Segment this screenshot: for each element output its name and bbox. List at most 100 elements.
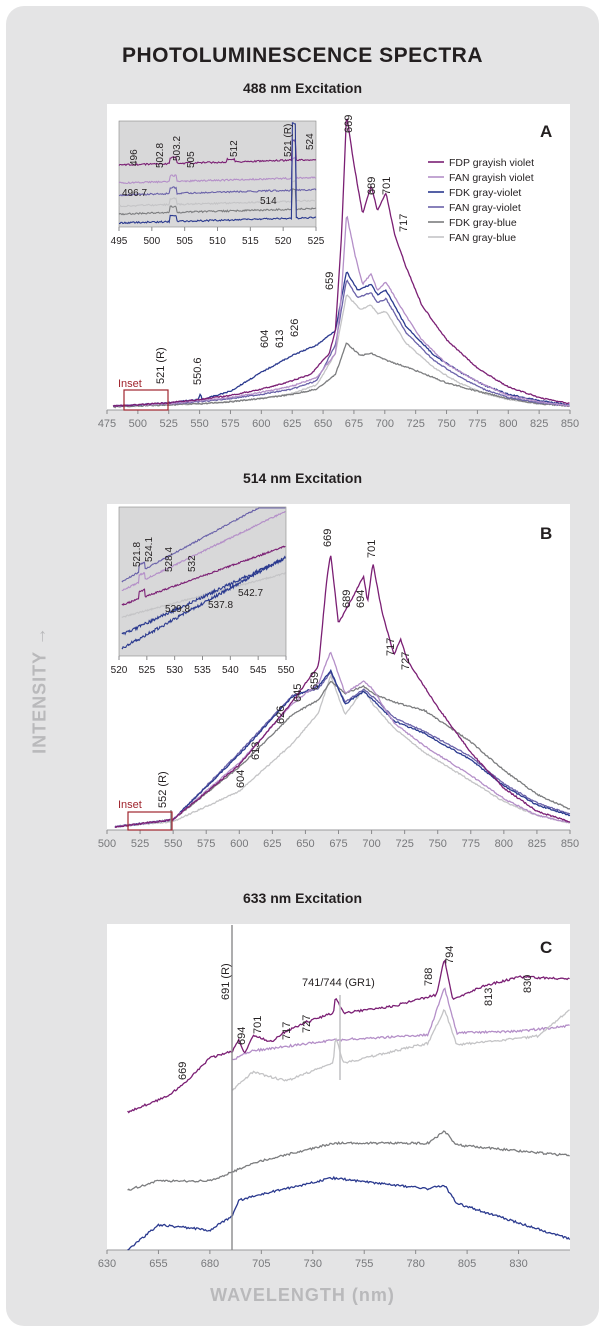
peak-label: 689 — [341, 590, 353, 608]
x-tick-label: 575 — [221, 418, 239, 430]
peak-label: 694 — [355, 590, 367, 608]
x-tick-label: 575 — [197, 838, 215, 850]
panel-a-inset-label: Inset — [118, 378, 142, 390]
x-tick-label: 775 — [462, 838, 480, 850]
peak-label: 717 — [385, 638, 397, 656]
panel-b-inset-label: Inset — [118, 799, 142, 811]
x-tick-label: 650 — [296, 838, 314, 850]
peak-label: 645 — [292, 684, 304, 702]
x-tick-label: 705 — [252, 1258, 270, 1270]
inset-peak-label: 503.2 — [172, 136, 183, 161]
x-tick-label: 525 — [160, 418, 178, 430]
panel-a-series — [112, 118, 570, 409]
x-tick-label: 800 — [495, 838, 513, 850]
x-tick-label: 525 — [131, 838, 149, 850]
peak-label: 788 — [423, 968, 435, 986]
peak-label: 659 — [309, 672, 321, 690]
peak-label: 626 — [275, 706, 287, 724]
inset-peak-label: 542.7 — [238, 588, 263, 599]
inset-peak-label: 496 — [129, 149, 140, 166]
x-tick-label: 600 — [252, 418, 270, 430]
x-tick-label: 700 — [362, 838, 380, 850]
peak-label: 669 — [322, 529, 334, 547]
panel-a-inset-marker — [123, 389, 169, 411]
peak-label: 727 — [400, 652, 412, 670]
x-tick-label: 500 — [98, 838, 116, 850]
peak-label: 701 — [381, 177, 393, 195]
x-tick-label: 550 — [190, 418, 208, 430]
panel-c-ticks: 630 655 680 705 730 755 780 805 830 — [98, 1250, 528, 1270]
peak-label: 626 — [289, 319, 301, 337]
panel-c-plot: 630 655 680 705 730 755 780 805 830 C 669 691 (R… — [98, 924, 571, 1270]
x-tick-label: 775 — [468, 418, 486, 430]
x-tick-label: 530 — [166, 665, 183, 676]
x-tick-label: 520 — [275, 236, 292, 247]
x-tick-label: 600 — [230, 838, 248, 850]
x-tick-label: 550 — [164, 838, 182, 850]
x-tick-label: 675 — [345, 418, 363, 430]
x-tick-label: 675 — [329, 838, 347, 850]
series-line — [231, 1008, 570, 1091]
peak-label: 727 — [301, 1015, 313, 1033]
x-tick-label: 500 — [129, 418, 147, 430]
peak-label: 694 — [236, 1027, 248, 1045]
inset-peak-label: 537.8 — [208, 600, 233, 611]
x-tick-label: 625 — [263, 838, 281, 850]
x-tick-label: 850 — [561, 418, 579, 430]
panel-a-title: 488 nm Excitation — [242, 80, 363, 96]
inset-peak-label: 528.4 — [164, 547, 175, 572]
x-tick-label: 730 — [304, 1258, 322, 1270]
panel-b-series — [114, 555, 571, 829]
inset-peak-label: 502.8 — [155, 143, 166, 168]
x-tick-label: 505 — [176, 236, 193, 247]
panel-c-title: 633 nm Excitation — [242, 890, 363, 906]
inset-peak-label: 524 — [305, 133, 316, 150]
inset-series-line — [118, 188, 317, 216]
x-tick-label: 520 — [111, 665, 128, 676]
peak-label: 794 — [444, 946, 456, 964]
panel-c-letter: C — [540, 938, 552, 957]
x-tick-label: 540 — [222, 665, 239, 676]
peak-label: 701 — [252, 1016, 264, 1034]
inset-peak-label: 524.1 — [144, 537, 155, 562]
x-tick-label: 825 — [528, 838, 546, 850]
series-line — [114, 680, 570, 828]
peak-label: 830 — [522, 975, 534, 993]
inset-peak-label: 521.8 — [132, 542, 143, 567]
x-tick-label: 515 — [242, 236, 259, 247]
legend-item: FAN gray-blue — [449, 232, 516, 244]
legend-item: FAN grayish violet — [449, 172, 534, 184]
panel-b-inset: 520 525 530 535 540 545 550 521.8 524.1 528.4 … — [111, 506, 295, 676]
legend-item: FDK gray-blue — [449, 217, 517, 229]
inset-peak-label: 505 — [186, 151, 197, 168]
x-tick-label: 550 — [278, 665, 295, 676]
series-line — [114, 674, 571, 829]
legend-item: FDP grayish violet — [449, 157, 534, 169]
peak-label: 604 — [259, 330, 271, 348]
x-tick-label: 800 — [499, 418, 517, 430]
x-tick-label: 850 — [561, 838, 579, 850]
peak-label: 550.6 — [192, 357, 204, 385]
peak-label: 691 (R) — [220, 963, 232, 1000]
x-tick-label: 755 — [355, 1258, 373, 1270]
x-tick-label: 510 — [209, 236, 226, 247]
peak-label: 613 — [250, 742, 262, 760]
x-tick-label: 830 — [509, 1258, 527, 1270]
peak-label: 813 — [483, 988, 495, 1006]
series-line — [127, 959, 570, 1114]
x-tick-label: 650 — [314, 418, 332, 430]
peak-label: 689 — [366, 177, 378, 195]
legend-item: FDK gray-violet — [449, 187, 521, 199]
panel-a-inset-ticks: 495 500 505 510 515 520 525 — [111, 227, 325, 247]
panel-b-inset-marker — [127, 811, 173, 831]
series-line — [114, 555, 571, 829]
series-line — [113, 215, 570, 408]
panel-b-ticks: 500 525 550 575 600 625 650 675 700 725 750 775 800 8… — [98, 830, 579, 850]
x-tick-label: 725 — [406, 418, 424, 430]
x-tick-label: 630 — [98, 1258, 116, 1270]
inset-series-line — [118, 156, 317, 185]
inset-peak-label: 496.7 — [122, 188, 147, 199]
x-tick-label: 825 — [530, 418, 548, 430]
inset-peak-label: 532 — [187, 555, 198, 572]
